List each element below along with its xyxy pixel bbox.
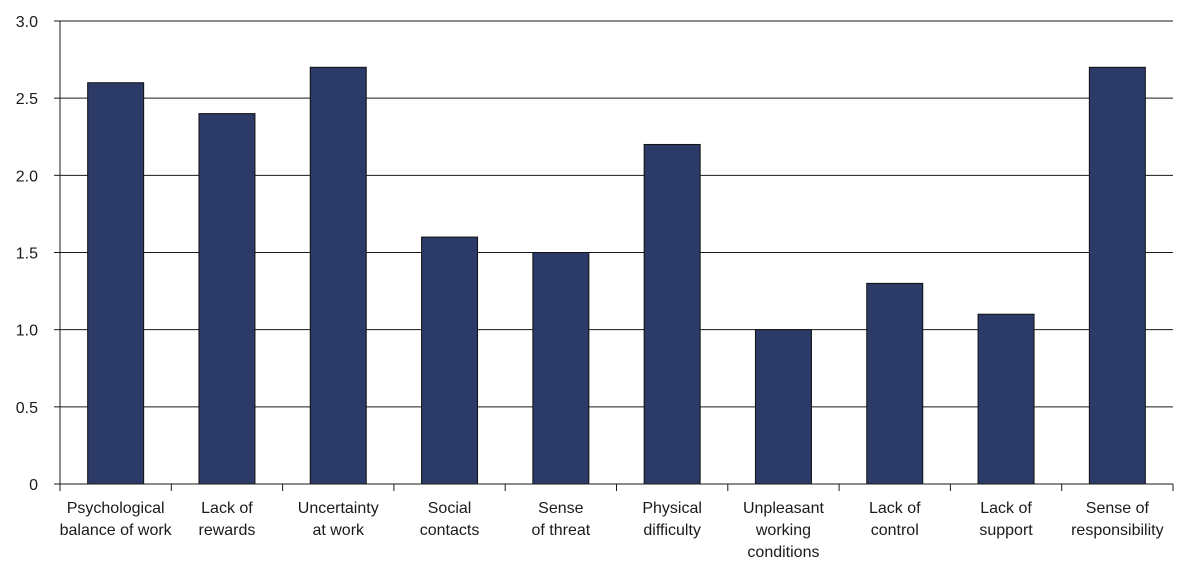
bar-6 [754, 329, 812, 485]
bar-2 [309, 66, 367, 485]
bar-3 [421, 236, 479, 485]
bar-5 [643, 143, 701, 485]
x-category-label-line: contacts [420, 522, 480, 539]
y-axis-ticks: 0 0.5 1.0 1.5 2.0 2.5 3.0 [16, 14, 60, 494]
x-category-label-1: Lack of rewards [198, 500, 255, 539]
x-category-label-line: conditions [747, 544, 819, 561]
bar-0 [87, 82, 145, 485]
x-category-label-6: Unpleasant working conditions [743, 500, 825, 561]
x-axis-labels: Psychological balance of work Lack of rewar… [60, 500, 1164, 561]
x-category-label-2: Uncertainty at work [298, 500, 379, 539]
x-category-label-line: Unpleasant [743, 500, 825, 517]
y-tick-label: 1.0 [16, 323, 38, 340]
x-category-label-line: Social [428, 500, 472, 517]
x-category-label-3: Social contacts [420, 500, 480, 539]
y-tick-label: 2.0 [16, 168, 38, 185]
bar-1 [198, 113, 256, 485]
bar-8 [977, 313, 1035, 485]
x-category-label-line: difficulty [643, 522, 701, 539]
x-category-label-7: Lack of control [869, 500, 921, 539]
x-category-label-line: support [979, 522, 1033, 539]
x-category-label-line: Psychological [67, 500, 165, 517]
x-category-label-line: rewards [198, 522, 255, 539]
x-category-label-line: balance of work [60, 522, 173, 539]
x-category-label-8: Lack of support [979, 500, 1033, 539]
bar-7 [866, 282, 924, 485]
bars [87, 66, 1146, 485]
bar-9 [1088, 66, 1146, 485]
y-tick-label: 3.0 [16, 14, 38, 31]
x-category-label-line: Lack of [869, 500, 921, 517]
x-category-label-line: control [871, 522, 919, 539]
y-tick-label: 1.5 [16, 246, 38, 263]
x-category-label-line: Lack of [980, 500, 1032, 517]
x-category-label-9: Sense of responsibility [1071, 500, 1163, 539]
x-category-label-line: responsibility [1071, 522, 1163, 539]
x-category-label-line: working [755, 522, 811, 539]
y-tick-label: 0 [29, 477, 38, 494]
x-category-label-line: of threat [531, 522, 590, 539]
x-category-label-line: Sense of [1086, 500, 1150, 517]
x-category-label-4: Sense of threat [531, 500, 590, 539]
x-category-label-0: Psychological balance of work [60, 500, 173, 539]
x-category-label-line: at work [312, 522, 365, 539]
y-tick-label: 0.5 [16, 400, 38, 417]
bar-4 [532, 252, 590, 485]
x-axis [59, 21, 1174, 491]
x-category-label-5: Physical difficulty [642, 500, 702, 539]
x-category-label-line: Lack of [201, 500, 253, 517]
x-category-label-line: Physical [642, 500, 702, 517]
y-tick-label: 2.5 [16, 91, 38, 108]
x-category-label-line: Uncertainty [298, 500, 379, 517]
x-category-label-line: Sense [538, 500, 583, 517]
